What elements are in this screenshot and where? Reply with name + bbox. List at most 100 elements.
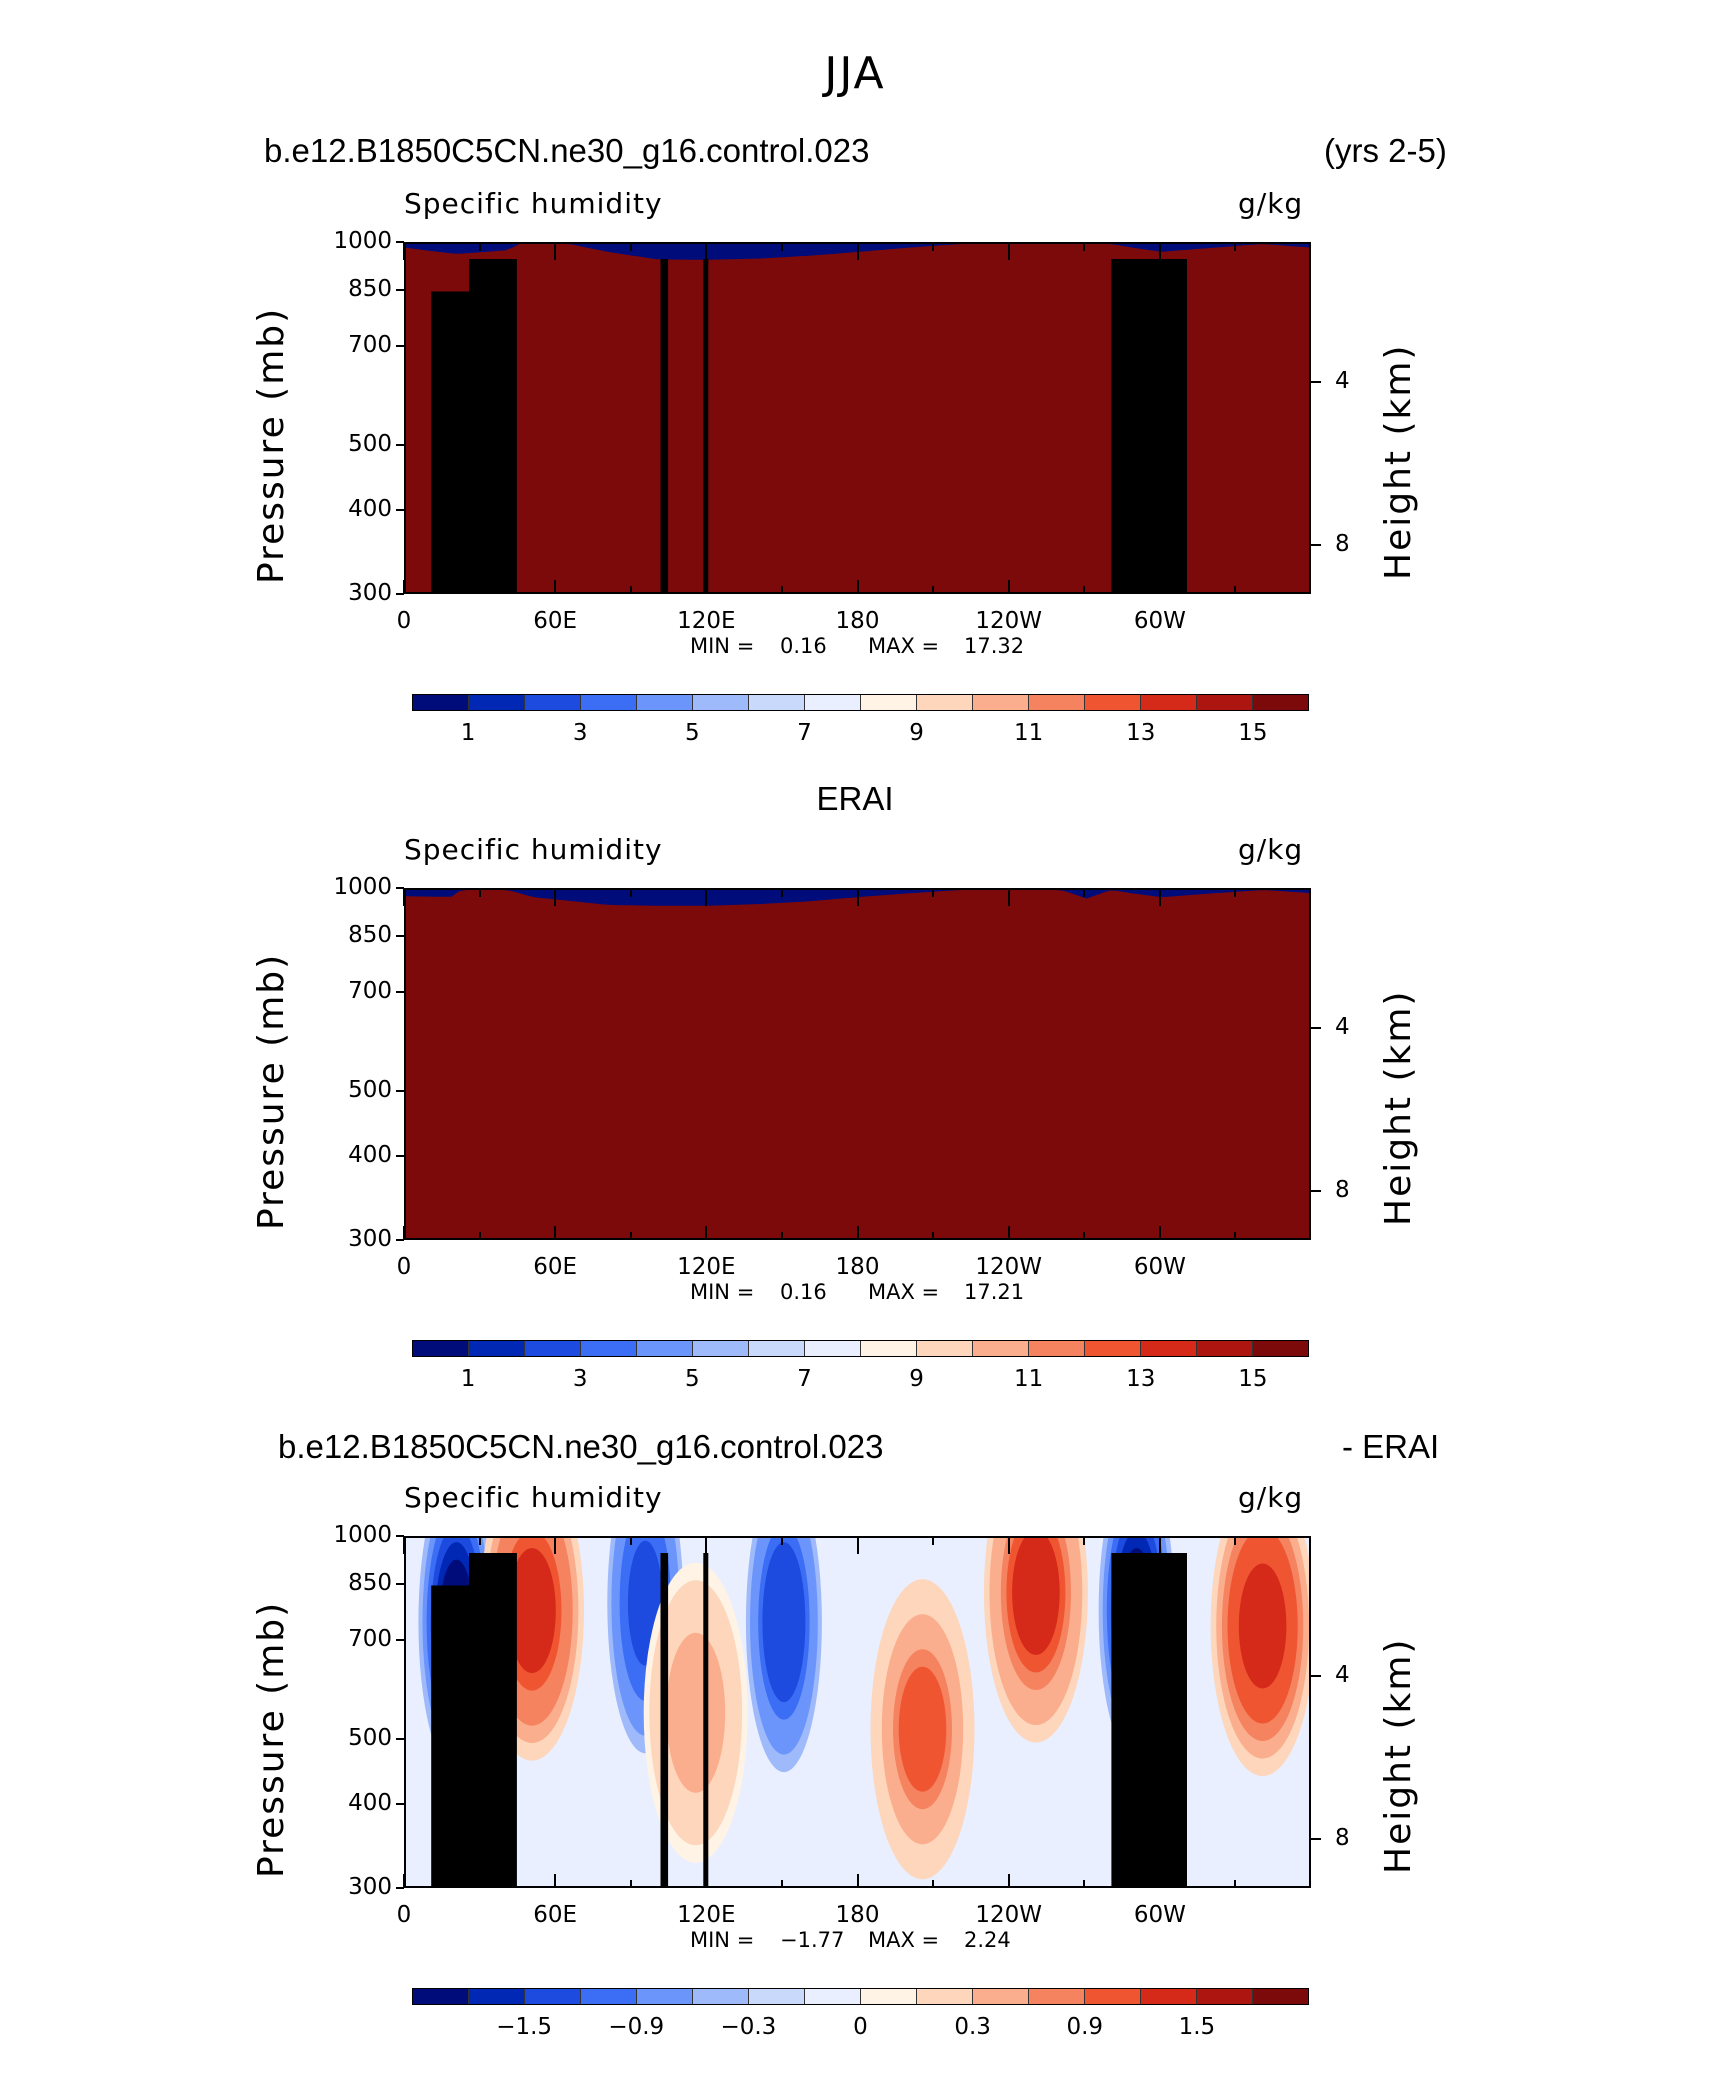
panel3-pressure-tick-700: 700 — [348, 1626, 392, 1653]
panel3-feature-1-band-5 — [508, 1548, 556, 1674]
panel2-height-tickmark-0 — [1311, 1189, 1321, 1192]
panel3-pressure-tick-300: 300 — [348, 1874, 392, 1900]
panel2-lon-tick-1: 60E — [533, 1254, 578, 1280]
panel1-title-left: b.e12.B1850C5CN.ne30_g16.control.023 — [264, 132, 870, 169]
panel3-topography-4 — [703, 1553, 709, 1886]
panel3-colorbar-swatch-0 — [413, 1989, 469, 2004]
panel3-pressure-tickmark-700 — [396, 1639, 404, 1642]
panel3-lon-tickmark-bottom-1 — [554, 1874, 557, 1888]
panel2-colorbar-label-7: 15 — [1238, 1366, 1268, 1392]
panel2-lon-tickmark-bottom-2 — [705, 1226, 708, 1240]
panel1-lon-tick-1: 60E — [533, 608, 578, 634]
panel3-height-tick-1: 4 — [1335, 1661, 1350, 1688]
panel3-colorbar-swatch-11 — [1029, 1989, 1085, 2004]
panel1-pressure-tickmark-300 — [396, 593, 404, 595]
panel2-height-tick-0: 8 — [1335, 1176, 1350, 1203]
panel1-lon-tick-4: 120W — [975, 608, 1042, 634]
panel1-lon-minor-tick-top-1 — [629, 242, 632, 251]
panel1-pressure-tick-500: 500 — [348, 430, 392, 457]
panel1-pressure-tick-1000: 1000 — [333, 228, 392, 254]
panel3-colorbar-label-4: 0.3 — [954, 2014, 991, 2040]
panel2-colorbar-label-6: 13 — [1126, 1366, 1156, 1392]
panel3-title-right: - ERAI — [1342, 1428, 1440, 1465]
panel1-min-label: MIN = — [690, 634, 755, 658]
panel3-lon-minor-tick-top-1 — [629, 1536, 632, 1545]
panel2-colorbar-swatch-7 — [805, 1341, 861, 1356]
panel3-colorbar-label-0: −1.5 — [496, 2014, 553, 2040]
panel2-lon-minor-tick-top-3 — [932, 888, 935, 897]
panel2-plot-area — [404, 888, 1311, 1240]
panel2-lon-tick-4: 120W — [975, 1254, 1042, 1280]
panel1-colorbar-label-5: 11 — [1014, 720, 1044, 746]
panel2-colorbar-swatch-13 — [1141, 1341, 1197, 1356]
panel1-colorbar-swatch-11 — [1029, 695, 1085, 710]
panel3-lon-minor-tick-1 — [629, 1880, 632, 1888]
panel3-colorbar-swatch-10 — [973, 1989, 1029, 2004]
panel2-colorbar-swatch-8 — [861, 1341, 917, 1356]
panel3-title-left: b.e12.B1850C5CN.ne30_g16.control.023 — [278, 1428, 884, 1465]
panel1-title-right: (yrs 2-5) — [1324, 132, 1447, 169]
panel2-pressure-tickmark-300 — [396, 1239, 404, 1241]
panel3-colorbar-label-1: −0.9 — [608, 2014, 665, 2040]
panel3-colorbar-swatch-14 — [1197, 1989, 1253, 2004]
panel1-height-tick-1: 4 — [1335, 367, 1350, 394]
panel2-lon-minor-tick-top-2 — [780, 888, 783, 897]
panel3-colorbar-swatch-13 — [1141, 1989, 1197, 2004]
panel1-colorbar-label-0: 1 — [460, 720, 476, 746]
panel3-lon-tick-5: 60W — [1133, 1902, 1186, 1928]
panel3-pressure-tick-400: 400 — [348, 1789, 392, 1816]
panel3-min-value: −1.77 — [780, 1928, 845, 1952]
panel2-colorbar-label-3: 7 — [797, 1366, 812, 1392]
panel1-pressure-tick-850: 850 — [348, 275, 392, 302]
panel3-colorbar-swatch-2 — [525, 1989, 581, 2004]
panel1-colorbar-swatch-12 — [1085, 695, 1141, 710]
panel1-pressure-tick-300: 300 — [348, 580, 392, 606]
panel1-max-value: 17.32 — [964, 634, 1025, 658]
panel2-lon-tickmark-bottom-5 — [1158, 1226, 1161, 1240]
panel2-lon-minor-tick-top-5 — [1234, 888, 1237, 897]
panel1-colorbar-swatch-13 — [1141, 695, 1197, 710]
panel1-colorbar-label-7: 15 — [1238, 720, 1268, 746]
panel3-lon-tickmark-top-0 — [403, 1536, 405, 1554]
panel2-ylabel-height: Height (km) — [1378, 989, 1419, 1226]
panel3-lon-minor-tick-top-4 — [1083, 1536, 1086, 1545]
panel2-pressure-tick-500: 500 — [348, 1076, 392, 1103]
panel3-colorbar-swatch-1 — [469, 1989, 525, 2004]
panel3-lon-minor-tick-5 — [1234, 1880, 1237, 1888]
panel2-lon-minor-tick-2 — [780, 1232, 783, 1240]
panel2-lon-tickmark-top-2 — [705, 888, 708, 906]
panel3-pressure-tick-850: 850 — [348, 1569, 392, 1596]
panel2-lon-tickmark-top-3 — [856, 888, 859, 906]
panel1-pressure-tick-400: 400 — [348, 495, 392, 522]
panel3-colorbar-label-3: 0 — [853, 2014, 868, 2040]
panel3-pressure-tick-500: 500 — [348, 1724, 392, 1751]
panel3-colorbar-swatch-7 — [805, 1989, 861, 2004]
panel3-height-tick-0: 8 — [1335, 1824, 1350, 1851]
panel1-lon-tick-5: 60W — [1133, 608, 1186, 634]
panel2-colorbar-swatch-15 — [1253, 1341, 1308, 1356]
panel1-pressure-tickmark-700 — [396, 345, 404, 348]
panel2-colorbar-swatch-4 — [637, 1341, 693, 1356]
panel1-lon-tickmark-bottom-1 — [554, 580, 557, 594]
panel2-lon-tickmark-top-5 — [1158, 888, 1161, 906]
panel3-variable-label: Specific humidity — [404, 1481, 663, 1514]
panel3-lon-tickmark-bottom-0 — [403, 1874, 405, 1888]
panel3-colorbar-label-5: 0.9 — [1066, 2014, 1104, 2040]
panel1-contour-field — [406, 244, 1309, 592]
panel3-lon-tickmark-top-3 — [856, 1536, 859, 1554]
panel3-min-label: MIN = — [690, 1928, 755, 1952]
panel1-lon-tickmark-top-4 — [1007, 242, 1010, 260]
panel2-colorbar-label-2: 5 — [684, 1366, 700, 1392]
panel1-colorbar-swatch-0 — [413, 695, 469, 710]
panel3-units-label: g/kg — [1238, 1481, 1304, 1514]
panel1-colorbar-label-1: 3 — [572, 720, 588, 746]
panel3-lon-tickmark-bottom-4 — [1007, 1874, 1010, 1888]
panel2-ylabel-pressure: Pressure (mb) — [251, 952, 292, 1230]
panel1-pressure-tickmark-400 — [396, 508, 404, 511]
panel2-pressure-tick-400: 400 — [348, 1141, 392, 1168]
panel1-plot-area — [404, 242, 1311, 594]
panel3-height-tickmark-1 — [1311, 1674, 1321, 1677]
panel3-colorbar-swatch-5 — [693, 1989, 749, 2004]
panel3-lon-minor-tick-top-0 — [478, 1536, 481, 1545]
panel1-ylabel-pressure: Pressure (mb) — [251, 306, 292, 584]
